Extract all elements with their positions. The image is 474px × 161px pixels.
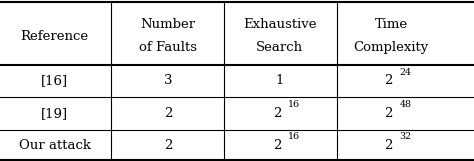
Text: Number: Number xyxy=(141,19,196,31)
Text: Complexity: Complexity xyxy=(354,41,428,54)
Text: 16: 16 xyxy=(288,100,301,109)
Text: 1: 1 xyxy=(275,75,284,87)
Text: 2: 2 xyxy=(273,107,281,120)
Text: 2: 2 xyxy=(384,139,392,152)
Text: Exhaustive: Exhaustive xyxy=(243,19,317,31)
Text: 3: 3 xyxy=(164,75,173,87)
Text: 2: 2 xyxy=(164,139,173,152)
Text: Our attack: Our attack xyxy=(18,139,91,152)
Text: Reference: Reference xyxy=(20,30,89,43)
Text: 2: 2 xyxy=(384,107,392,120)
Text: 2: 2 xyxy=(164,107,173,120)
Text: [19]: [19] xyxy=(41,107,68,120)
Text: 24: 24 xyxy=(400,68,411,77)
Text: [16]: [16] xyxy=(41,75,68,87)
Text: 16: 16 xyxy=(288,132,301,141)
Text: Time: Time xyxy=(374,19,408,31)
Text: 32: 32 xyxy=(400,132,412,141)
Text: of Faults: of Faults xyxy=(139,41,197,54)
Text: Search: Search xyxy=(256,41,303,54)
Text: 2: 2 xyxy=(273,139,281,152)
Text: 48: 48 xyxy=(400,100,411,109)
Text: 2: 2 xyxy=(384,75,392,87)
